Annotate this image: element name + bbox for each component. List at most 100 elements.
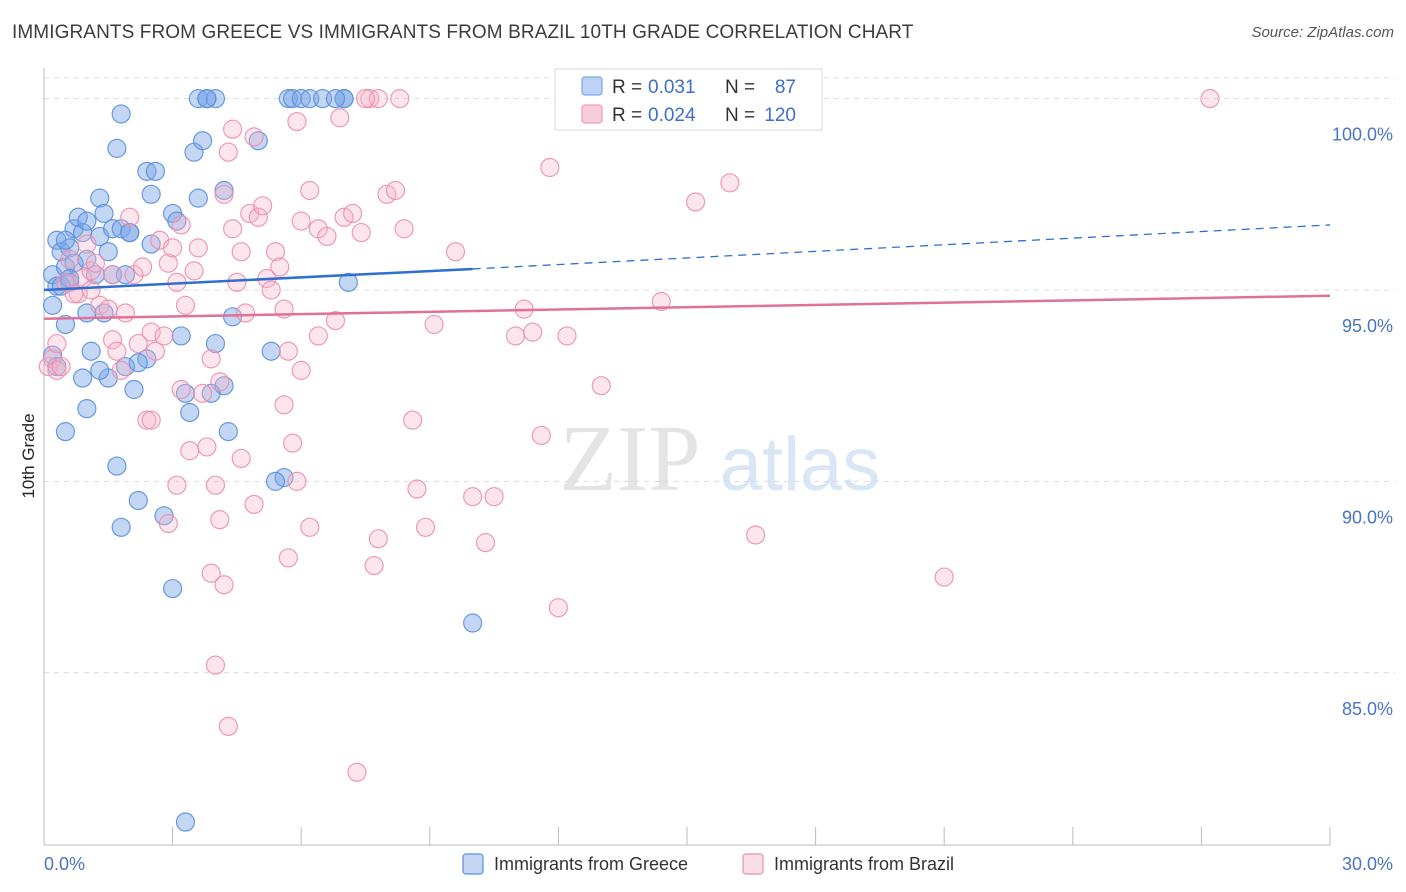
brazil-point (394, 219, 414, 239)
brazil-point (265, 242, 286, 262)
brazil-point (278, 548, 298, 568)
greece-point (171, 326, 191, 346)
brazil-point (253, 196, 273, 216)
brazil-point (223, 119, 243, 139)
chart-title: IMMIGRANTS FROM GREECE VS IMMIGRANTS FRO… (12, 22, 914, 43)
brazil-point (591, 376, 611, 396)
brazil-point (475, 533, 496, 553)
watermark: ZIP atlas (560, 407, 881, 511)
brazil-point (231, 242, 251, 262)
legend-swatch-brazil (581, 104, 603, 124)
y-tick-label: 100.0% (1332, 125, 1393, 145)
source-label: Source: ZipAtlas.com (1251, 24, 1394, 41)
greece-point (175, 812, 196, 832)
greece-point (55, 314, 76, 335)
brazil-point (120, 207, 140, 227)
brazil-point (330, 108, 350, 128)
brazil-point (214, 184, 234, 204)
brazil-point (343, 203, 363, 224)
brazil-point (102, 265, 123, 285)
legend-r-label-greece: R = (612, 77, 642, 98)
brazil-point (351, 222, 371, 243)
brazil-point (261, 280, 281, 300)
greece-point (42, 295, 63, 315)
greece-point (107, 138, 127, 158)
brazil-point (548, 598, 569, 618)
brazil-point (137, 410, 157, 430)
brazil-point (158, 253, 178, 273)
brazil-point (85, 253, 106, 273)
greece-point (265, 471, 286, 491)
brazil-point (132, 257, 153, 277)
greece-point (107, 456, 127, 476)
watermark-zip: ZIP (560, 407, 701, 511)
brazil-point (287, 471, 307, 491)
greece-point (218, 422, 238, 442)
brazil-point (385, 180, 406, 201)
brazil-point (205, 475, 226, 495)
greece-point (223, 307, 243, 327)
brazil-point (287, 111, 307, 132)
brazil-point (283, 433, 303, 453)
greece-point (197, 89, 217, 109)
greece-trend-line (43, 267, 473, 292)
greece-point (94, 203, 114, 224)
brazil-point (227, 272, 247, 292)
brazil-point (235, 303, 256, 323)
brazil-point (484, 487, 504, 507)
brazil-point (445, 242, 466, 262)
brazil-point (102, 330, 123, 350)
greece-point (338, 272, 358, 292)
brazil-point (141, 322, 161, 342)
brazil-point (415, 517, 436, 537)
legend-n-value-brazil: 120 (764, 105, 796, 126)
brazil-point (300, 517, 320, 537)
brazil-point (531, 425, 551, 446)
brazil-point (745, 525, 766, 545)
greece-point (463, 613, 483, 633)
legend-n-label-brazil: N = (725, 105, 755, 126)
greece-point (111, 104, 131, 124)
watermark-atlas: atlas (720, 422, 881, 507)
brazil-point (270, 257, 290, 277)
brazil-point (685, 192, 706, 212)
brazil-point (244, 127, 264, 147)
y-axis-label: 10th Grade (19, 413, 38, 498)
trend-lines (43, 224, 1331, 320)
gridlines: 85.0% 90.0% 95.0% 100.0% (44, 77, 1395, 719)
brazil-point (51, 356, 71, 377)
greece-trend-extension (472, 224, 1331, 270)
brazil-point (197, 437, 217, 457)
greece-point (261, 341, 281, 361)
brazil-point (214, 575, 234, 595)
greece-point (55, 230, 76, 250)
brazil-point (651, 291, 671, 312)
brazil-point (201, 563, 221, 583)
brazil-point (115, 303, 136, 323)
greece-point (111, 517, 131, 537)
legend-r-value-greece: 0.031 (648, 77, 696, 98)
brazil-point (201, 349, 221, 369)
brazil-point (317, 226, 337, 247)
legend-n-value-greece: 87 (775, 77, 796, 98)
y-tick-label: 90.0% (1342, 507, 1393, 527)
brazil-point (223, 219, 243, 239)
brazil-point (278, 341, 298, 361)
brazil-point (141, 410, 161, 430)
brazil-point (60, 249, 80, 269)
brazil-point (154, 326, 174, 346)
greece-point (120, 222, 140, 243)
bottom-legend-label-brazil: Immigrants from Brazil (774, 854, 954, 874)
axes: 0.0% 30.0% 10th Grade (19, 68, 1393, 874)
brazil-point (364, 555, 384, 576)
brazil-point (325, 311, 346, 331)
brazil-point (77, 234, 97, 254)
legend-r-value-brazil: 0.024 (648, 105, 696, 126)
x-tick-label-max: 30.0% (1342, 854, 1393, 874)
y-tick-label: 85.0% (1342, 699, 1393, 719)
brazil-point (505, 326, 526, 346)
brazil-point (291, 211, 311, 231)
greece-point (55, 422, 76, 442)
brazil-point (180, 441, 200, 461)
brazil-point (210, 372, 230, 392)
